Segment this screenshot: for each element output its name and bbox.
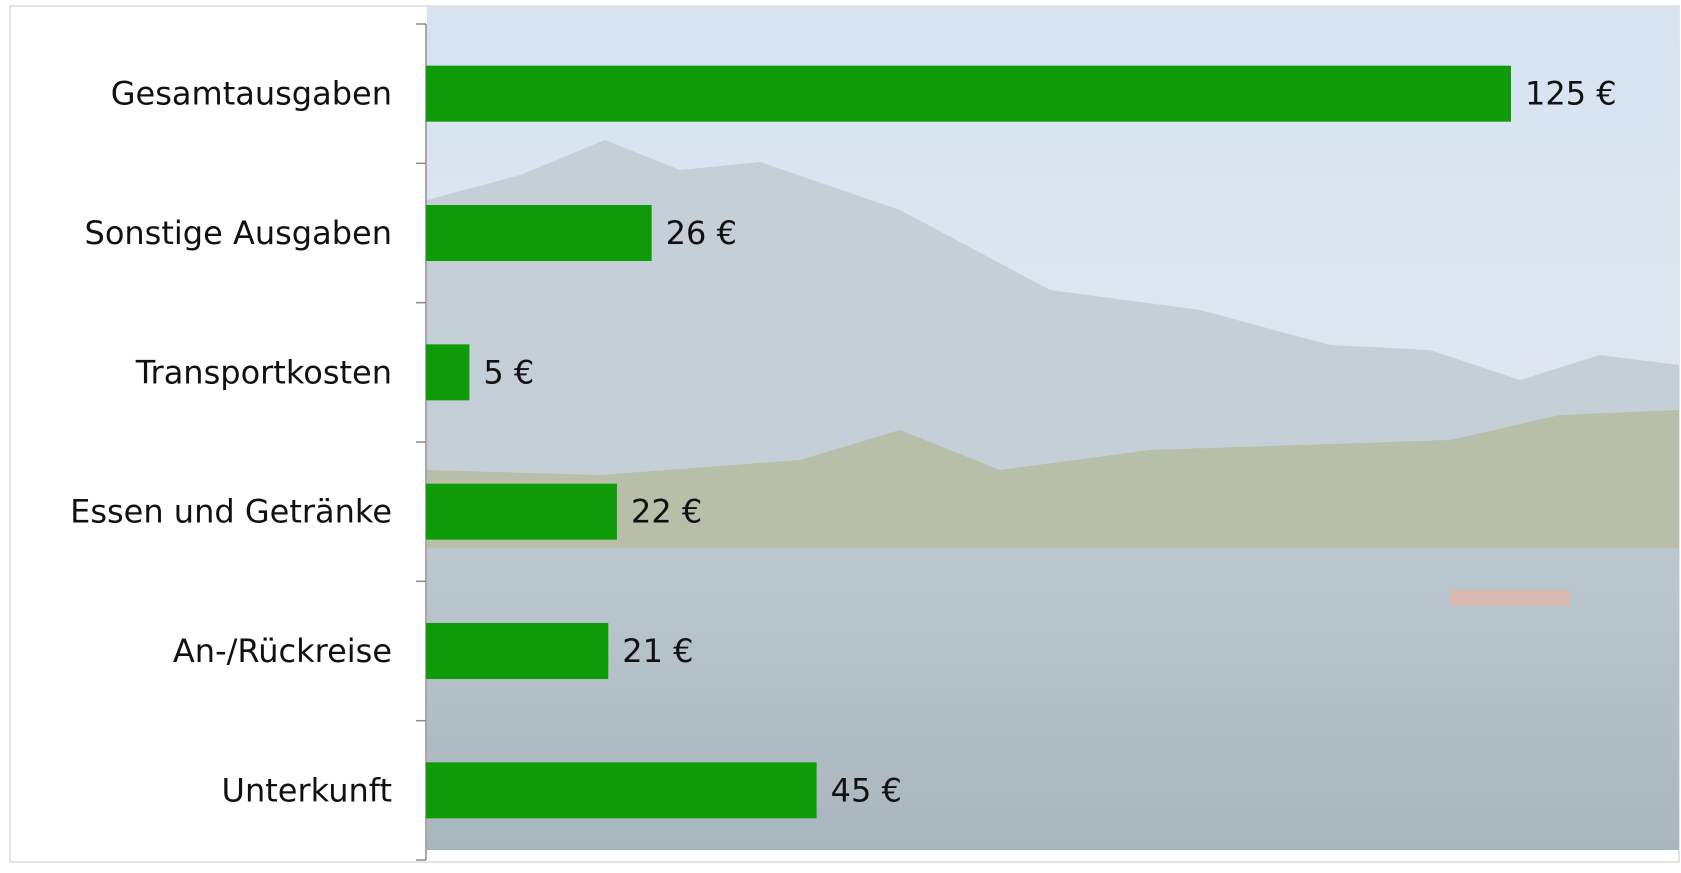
bar: [426, 483, 617, 540]
value-label: 26 €: [666, 214, 737, 252]
value-label: 45 €: [831, 771, 902, 809]
y-tick-label: Essen und Getränke: [70, 493, 392, 531]
y-tick-label: Sonstige Ausgaben: [85, 214, 393, 252]
bar: [426, 762, 817, 819]
y-tick-label: An-/Rückreise: [173, 632, 392, 670]
bar: [426, 205, 652, 261]
bar: [426, 623, 609, 679]
bar: [426, 65, 1511, 122]
value-label: 125 €: [1525, 75, 1617, 113]
y-tick-label: Transportkosten: [135, 353, 392, 391]
value-label: 21 €: [622, 632, 693, 670]
plot-background: [427, 7, 1679, 850]
y-tick-label: Unterkunft: [222, 771, 392, 809]
value-label: 5 €: [483, 353, 534, 391]
value-label: 22 €: [631, 493, 702, 531]
bar: [426, 344, 470, 401]
y-tick-label: Gesamtausgaben: [111, 75, 392, 113]
